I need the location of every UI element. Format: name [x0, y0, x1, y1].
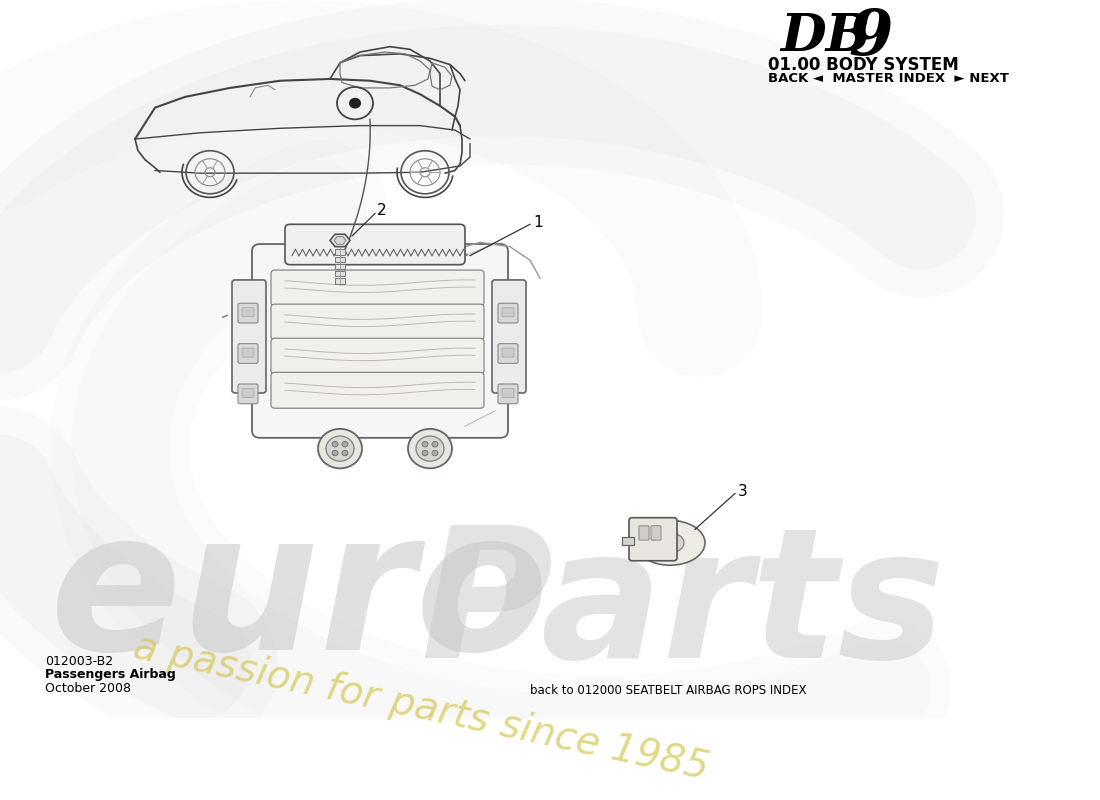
FancyBboxPatch shape — [498, 344, 518, 363]
Bar — [336, 271, 345, 276]
Text: back to 012000 SEATBELT AIRBAG ROPS INDEX: back to 012000 SEATBELT AIRBAG ROPS INDE… — [530, 684, 806, 697]
Text: 9: 9 — [848, 7, 892, 69]
Circle shape — [342, 450, 348, 456]
Text: DB: DB — [780, 10, 870, 62]
Circle shape — [416, 436, 444, 461]
Circle shape — [432, 442, 438, 447]
Bar — [621, 538, 634, 545]
FancyBboxPatch shape — [252, 244, 508, 438]
Bar — [336, 264, 345, 269]
FancyArrowPatch shape — [222, 315, 228, 318]
FancyBboxPatch shape — [502, 308, 514, 317]
FancyBboxPatch shape — [639, 526, 649, 540]
FancyBboxPatch shape — [242, 348, 254, 357]
Text: a passion for parts since 1985: a passion for parts since 1985 — [130, 628, 712, 787]
Circle shape — [332, 442, 338, 447]
Text: euro: euro — [50, 502, 550, 690]
Circle shape — [342, 442, 348, 447]
Circle shape — [318, 429, 362, 468]
Text: 2: 2 — [377, 203, 386, 218]
Text: October 2008: October 2008 — [45, 682, 131, 695]
Text: 012003-B2: 012003-B2 — [45, 655, 113, 668]
FancyBboxPatch shape — [271, 338, 484, 374]
FancyBboxPatch shape — [498, 384, 518, 404]
FancyBboxPatch shape — [271, 304, 484, 340]
Text: 3: 3 — [738, 484, 748, 499]
Circle shape — [432, 450, 438, 456]
Ellipse shape — [656, 533, 684, 553]
Polygon shape — [334, 237, 346, 244]
FancyBboxPatch shape — [242, 389, 254, 398]
FancyBboxPatch shape — [238, 384, 258, 404]
FancyBboxPatch shape — [232, 280, 266, 393]
Bar — [336, 250, 345, 255]
FancyBboxPatch shape — [238, 344, 258, 363]
FancyBboxPatch shape — [502, 389, 514, 398]
FancyBboxPatch shape — [242, 308, 254, 317]
FancyBboxPatch shape — [502, 348, 514, 357]
Circle shape — [349, 98, 361, 109]
Circle shape — [326, 436, 354, 461]
Circle shape — [332, 450, 338, 456]
Text: 01.00 BODY SYSTEM: 01.00 BODY SYSTEM — [768, 56, 959, 74]
Ellipse shape — [635, 520, 705, 566]
FancyBboxPatch shape — [492, 280, 526, 393]
Text: Parts: Parts — [420, 520, 945, 696]
FancyBboxPatch shape — [271, 372, 484, 408]
FancyBboxPatch shape — [651, 526, 661, 540]
FancyBboxPatch shape — [238, 303, 258, 323]
Bar — [336, 257, 345, 262]
FancyBboxPatch shape — [285, 224, 465, 265]
Circle shape — [408, 429, 452, 468]
Polygon shape — [330, 234, 350, 246]
Text: BACK ◄  MASTER INDEX  ► NEXT: BACK ◄ MASTER INDEX ► NEXT — [768, 72, 1009, 85]
Text: 1: 1 — [534, 215, 542, 230]
FancyBboxPatch shape — [629, 518, 676, 561]
Circle shape — [422, 450, 428, 456]
FancyBboxPatch shape — [498, 303, 518, 323]
FancyBboxPatch shape — [271, 270, 484, 306]
Bar — [336, 278, 345, 283]
Circle shape — [422, 442, 428, 447]
Text: Passengers Airbag: Passengers Airbag — [45, 669, 176, 682]
